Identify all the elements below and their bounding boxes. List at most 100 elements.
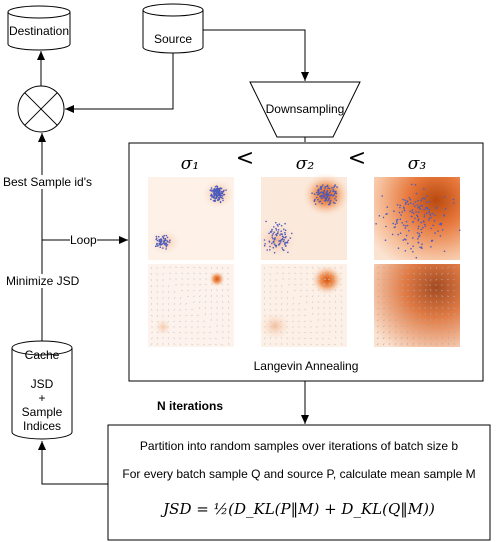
sample-point [284, 222, 286, 225]
score-arrow [341, 342, 343, 346]
sample-point [325, 194, 328, 197]
sample-point [419, 208, 422, 210]
score-arrow [382, 301, 386, 304]
sample-point [321, 197, 323, 200]
sample-point [273, 226, 275, 228]
score-arrow [192, 289, 196, 292]
sample-point [409, 210, 411, 213]
sample-point [324, 193, 327, 196]
sample-point [275, 229, 278, 231]
sample-point [405, 201, 407, 204]
score-arrow [228, 324, 230, 328]
score-arrow [263, 320, 267, 323]
sample-point [404, 227, 407, 229]
score-arrow [167, 336, 170, 340]
score-arrow [400, 313, 403, 316]
sample-point [156, 243, 158, 246]
sample-point [329, 199, 332, 202]
score-arrow [406, 313, 409, 316]
score-arrow [286, 343, 289, 346]
sample-point [210, 189, 213, 191]
sample-point [166, 244, 169, 246]
sample-point [424, 207, 427, 209]
sample-point [428, 217, 431, 220]
score-arrow [382, 272, 386, 274]
score-arrow [269, 320, 272, 323]
sample-point [426, 212, 428, 214]
score-arrow [227, 295, 230, 298]
sample-point [384, 239, 387, 241]
sample-point [417, 211, 420, 213]
score-arrow [286, 290, 289, 294]
score-arrow [418, 306, 421, 310]
score-arrow [418, 324, 420, 328]
score-arrow [190, 308, 194, 311]
score-arrow [204, 289, 207, 292]
sample-point [433, 220, 436, 222]
sample-point [403, 206, 405, 208]
score-arrow [435, 289, 438, 292]
sample-point [328, 187, 331, 190]
score-arrow [263, 290, 265, 294]
score-arrow [334, 300, 337, 304]
sample-point [168, 241, 171, 243]
sample-point [279, 234, 281, 236]
sample-point [421, 198, 423, 200]
sample-point [275, 245, 277, 248]
score-arrow [452, 295, 456, 298]
sample-point [399, 206, 401, 209]
score-arrow [292, 302, 295, 305]
best-sample-label: Best Sample id's [3, 175, 92, 189]
sample-point [166, 240, 169, 242]
score-arrow [412, 266, 415, 269]
sample-point [160, 239, 163, 242]
score-arrow [179, 343, 182, 346]
sample-point [396, 204, 399, 206]
score-arrow [376, 331, 379, 334]
score-arrow [198, 272, 202, 274]
sample-point [396, 222, 398, 224]
sample-point [332, 201, 335, 204]
score-arrow [210, 283, 213, 286]
sample-point [273, 238, 276, 240]
score-arrow [174, 266, 178, 268]
sample-point [327, 187, 330, 189]
score-arrow [418, 295, 421, 298]
score-arrow [204, 306, 207, 310]
score-arrow [192, 301, 195, 304]
sample-point [415, 192, 418, 195]
score-arrow [285, 331, 289, 334]
score-arrow [340, 312, 343, 316]
sample-point [397, 247, 400, 249]
score-arrow [418, 266, 421, 270]
score-arrow [424, 266, 426, 270]
score-arrow [382, 319, 385, 322]
score-arrow [446, 290, 450, 292]
sample-point [412, 245, 415, 247]
sample-point [329, 202, 332, 204]
score-arrow [339, 284, 343, 286]
score-arrow [228, 330, 230, 334]
score-arrow [388, 343, 391, 346]
score-arrow [412, 272, 415, 275]
sample-point [429, 214, 432, 216]
sample-point [325, 197, 328, 200]
score-arrow [435, 300, 438, 304]
score-arrow [263, 302, 266, 306]
sample-point [415, 211, 417, 213]
sample-point [417, 199, 419, 202]
sample-point [268, 232, 270, 235]
score-arrow [315, 338, 319, 340]
sample-point [393, 210, 395, 212]
score-arrow [303, 314, 307, 316]
score-arrow [269, 308, 271, 312]
score-arrow [340, 295, 343, 298]
score-arrow [341, 330, 343, 334]
sample-point [223, 193, 226, 196]
score-arrow [180, 290, 184, 292]
score-arrow [323, 272, 326, 276]
sample-point [412, 237, 414, 239]
sample-point [443, 215, 445, 217]
score-arrow [329, 266, 331, 270]
score-arrow [323, 278, 327, 280]
